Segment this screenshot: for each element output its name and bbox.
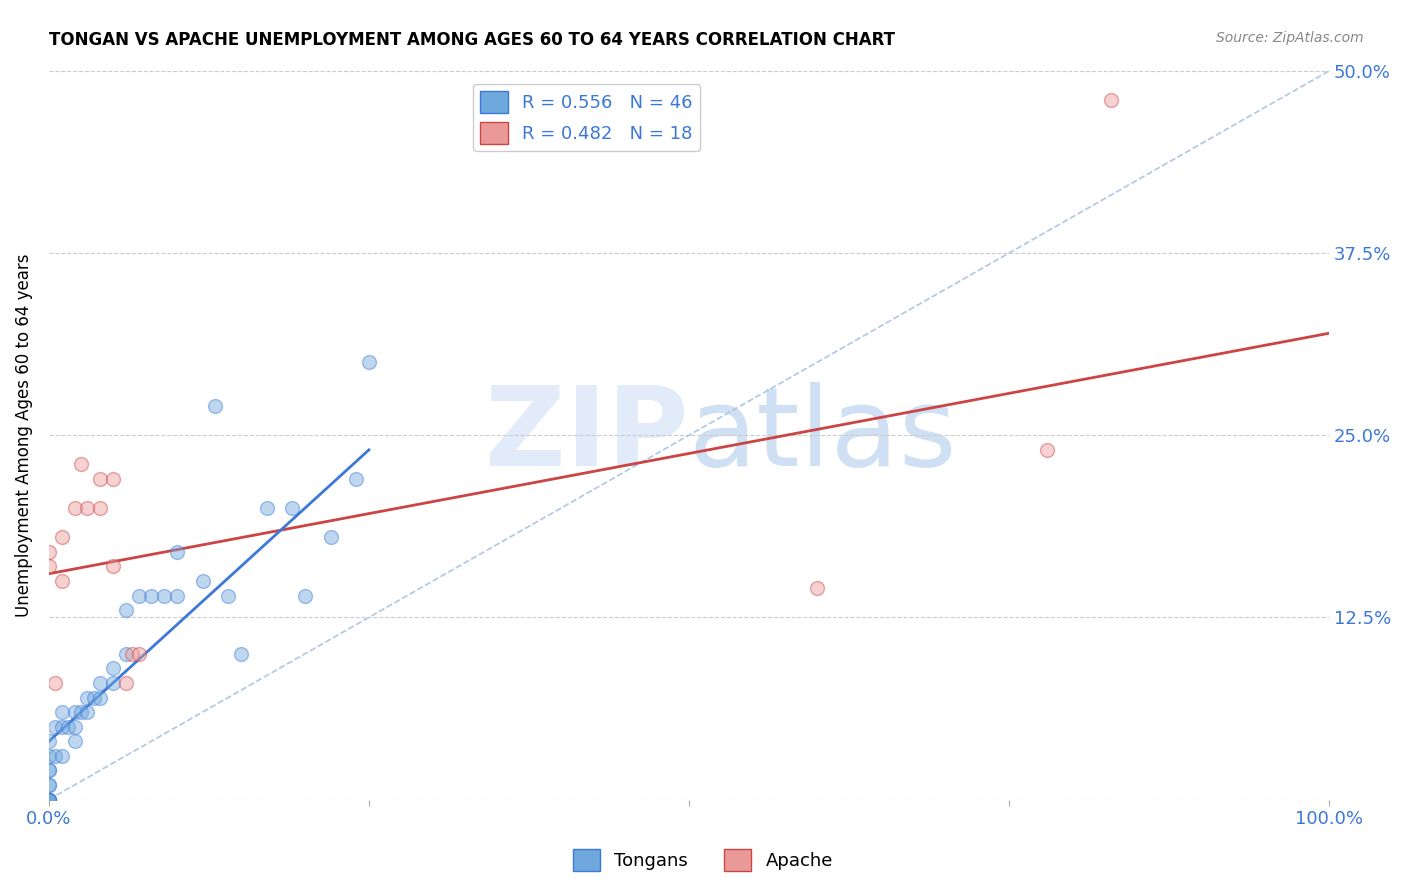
Point (128, 647, 150, 661)
Point (229, 647, 252, 661)
Point (63, 720, 86, 734)
Point (217, 589, 239, 603)
Point (114, 603, 136, 617)
Point (76, 705, 98, 719)
Point (1036, 442, 1059, 457)
Point (51, 705, 73, 719)
Point (101, 472, 124, 486)
Point (51, 748, 73, 763)
Point (294, 589, 316, 603)
Point (38, 545, 60, 559)
Point (204, 399, 226, 413)
Point (1099, 93, 1122, 107)
Point (344, 472, 367, 486)
Point (51, 574, 73, 588)
Point (56, 720, 79, 734)
Point (114, 676, 136, 690)
Point (38, 778, 60, 792)
Y-axis label: Unemployment Among Ages 60 to 64 years: Unemployment Among Ages 60 to 64 years (15, 253, 32, 617)
Point (166, 545, 188, 559)
Point (76, 501, 98, 516)
Point (128, 589, 150, 603)
Text: TONGAN VS APACHE UNEMPLOYMENT AMONG AGES 60 TO 64 YEARS CORRELATION CHART: TONGAN VS APACHE UNEMPLOYMENT AMONG AGES… (49, 31, 896, 49)
Point (83, 690, 105, 705)
Legend: R = 0.556   N = 46, R = 0.482   N = 18: R = 0.556 N = 46, R = 0.482 N = 18 (474, 84, 700, 152)
Point (63, 705, 86, 719)
Point (38, 778, 60, 792)
Point (101, 661, 124, 675)
Point (806, 581, 828, 595)
Point (63, 734, 86, 748)
Point (38, 792, 60, 806)
Point (114, 647, 136, 661)
Point (166, 589, 188, 603)
Point (101, 559, 124, 574)
Point (51, 720, 73, 734)
Point (38, 792, 60, 806)
Point (89, 472, 111, 486)
Text: Source: ZipAtlas.com: Source: ZipAtlas.com (1216, 31, 1364, 45)
Point (38, 792, 60, 806)
Point (89, 501, 111, 516)
Point (38, 734, 60, 748)
Text: ZIP: ZIP (485, 382, 689, 489)
Point (101, 676, 124, 690)
Point (191, 574, 214, 588)
Point (319, 530, 342, 544)
Point (51, 530, 73, 544)
Point (38, 792, 60, 806)
Point (141, 589, 163, 603)
Point (121, 647, 143, 661)
Point (38, 559, 60, 574)
Point (44, 676, 66, 690)
Point (38, 792, 60, 806)
Point (38, 748, 60, 763)
Point (70, 458, 93, 472)
Point (63, 501, 86, 516)
Point (89, 690, 111, 705)
Point (38, 764, 60, 778)
Point (38, 764, 60, 778)
Point (281, 501, 304, 516)
Point (38, 792, 60, 806)
Text: atlas: atlas (689, 382, 957, 489)
Point (44, 720, 66, 734)
Point (153, 589, 176, 603)
Point (357, 355, 380, 369)
Legend: Tongans, Apache: Tongans, Apache (565, 842, 841, 879)
Point (44, 748, 66, 763)
Point (89, 676, 111, 690)
Point (76, 690, 98, 705)
Point (70, 705, 93, 719)
Point (256, 501, 278, 516)
